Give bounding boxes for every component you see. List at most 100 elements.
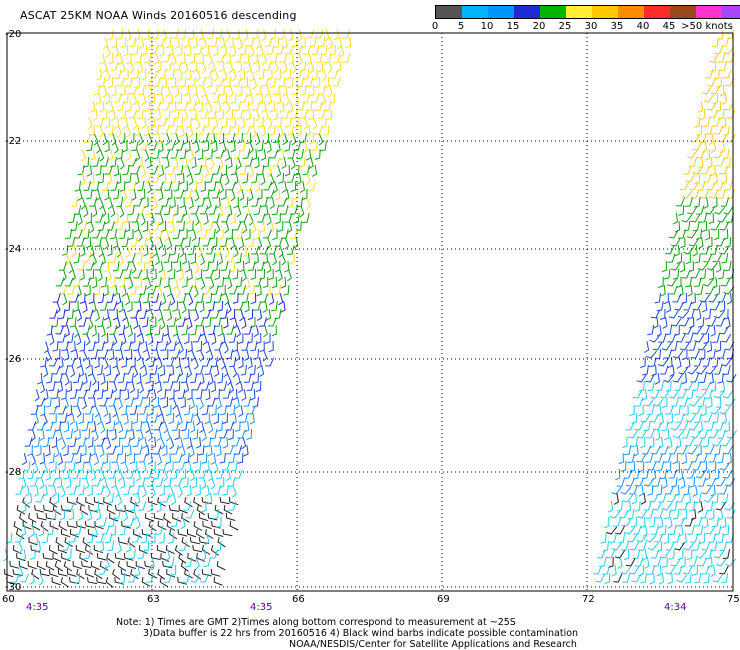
wind-barb <box>280 301 286 313</box>
wind-barb <box>248 189 254 202</box>
wind-barb <box>57 381 64 393</box>
wind-barb <box>44 341 49 354</box>
wind-barb <box>242 149 251 159</box>
wind-barb <box>28 537 38 546</box>
wind-barb <box>255 61 261 73</box>
wind-barb <box>658 276 664 288</box>
wind-barb <box>76 237 85 247</box>
wind-barb <box>130 237 138 248</box>
wind-barb <box>219 181 224 194</box>
wind-barb <box>716 157 726 167</box>
wind-barb <box>179 125 185 138</box>
wind-barb <box>701 381 712 391</box>
wind-barb <box>216 420 223 432</box>
wind-barb <box>113 93 122 103</box>
wind-barb <box>702 437 710 448</box>
wind-barb <box>111 428 117 441</box>
wind-barb <box>665 460 672 473</box>
wind-barb <box>249 45 255 58</box>
wind-barb <box>296 149 304 160</box>
wind-barb <box>65 229 73 240</box>
wind-barb <box>262 252 268 265</box>
legend-label: 45 <box>662 21 676 32</box>
wind-barb <box>235 301 245 311</box>
wind-barb <box>83 181 91 192</box>
wind-barb <box>146 477 155 487</box>
wind-barb <box>627 430 638 439</box>
wind-barb <box>116 77 126 87</box>
wind-barb <box>96 413 102 426</box>
wind-barb <box>179 172 185 185</box>
wind-barb <box>110 524 117 537</box>
wind-barb <box>115 341 123 351</box>
wind-barb <box>36 512 47 521</box>
wind-barb <box>245 157 253 167</box>
wind-barb <box>690 292 696 305</box>
wind-barb <box>717 453 725 464</box>
wind-barb <box>26 493 33 505</box>
wind-barb <box>177 576 188 585</box>
wind-barb <box>195 365 204 375</box>
wind-barb <box>269 293 275 306</box>
wind-barb <box>663 509 672 519</box>
wind-barb <box>172 397 177 410</box>
wind-barb <box>29 548 36 560</box>
wind-barb <box>178 485 183 498</box>
wind-barb <box>205 173 214 183</box>
wind-barb <box>284 117 292 128</box>
wind-barb <box>686 469 696 479</box>
wind-barb <box>154 277 162 288</box>
wind-barb <box>180 348 188 360</box>
wind-barb <box>111 453 120 463</box>
wind-barb <box>60 460 66 472</box>
wind-barb <box>288 101 294 114</box>
wind-barb <box>275 141 281 154</box>
wind-barb <box>677 548 684 560</box>
wind-barb <box>218 157 224 170</box>
wind-barb <box>155 477 164 487</box>
wind-barb <box>121 285 127 298</box>
wind-barb <box>51 485 57 498</box>
wind-barb <box>656 564 662 577</box>
wind-barb <box>663 269 671 280</box>
pass-time-label: 4:35 <box>250 602 272 613</box>
wind-barb <box>215 244 221 256</box>
wind-barb <box>676 333 686 343</box>
wind-barb <box>85 568 95 578</box>
wind-barb <box>215 197 221 209</box>
wind-barb <box>219 381 228 391</box>
wind-barb <box>638 485 644 497</box>
wind-barb <box>165 429 171 442</box>
wind-barb <box>710 485 716 497</box>
wind-barb <box>102 380 109 393</box>
wind-barb <box>180 28 187 40</box>
wind-barb <box>136 301 142 313</box>
wind-barb <box>713 149 724 159</box>
wind-barb <box>701 486 712 495</box>
wind-barb <box>132 93 138 106</box>
wind-barb <box>678 445 688 455</box>
wind-barb <box>123 461 129 474</box>
wind-barb <box>138 405 147 415</box>
wind-barb <box>151 485 156 498</box>
wind-barb <box>250 388 256 401</box>
wind-barb <box>260 77 270 87</box>
wind-barb <box>232 317 238 330</box>
wind-barb <box>201 405 209 416</box>
wind-barb <box>262 53 267 66</box>
wind-barb <box>83 156 90 168</box>
wind-barb <box>214 173 223 183</box>
wind-barb <box>259 365 265 378</box>
wind-barb <box>98 245 104 258</box>
wind-barb <box>267 165 273 178</box>
wind-barb <box>94 405 100 418</box>
wind-barb <box>165 133 171 146</box>
wind-barb <box>126 101 132 113</box>
wind-barb <box>216 516 222 529</box>
wind-barb <box>250 268 256 280</box>
wind-barb <box>106 437 112 450</box>
wind-barb <box>141 528 152 537</box>
wind-barb <box>692 245 698 257</box>
wind-barb <box>95 213 104 223</box>
wind-barb <box>219 429 228 439</box>
